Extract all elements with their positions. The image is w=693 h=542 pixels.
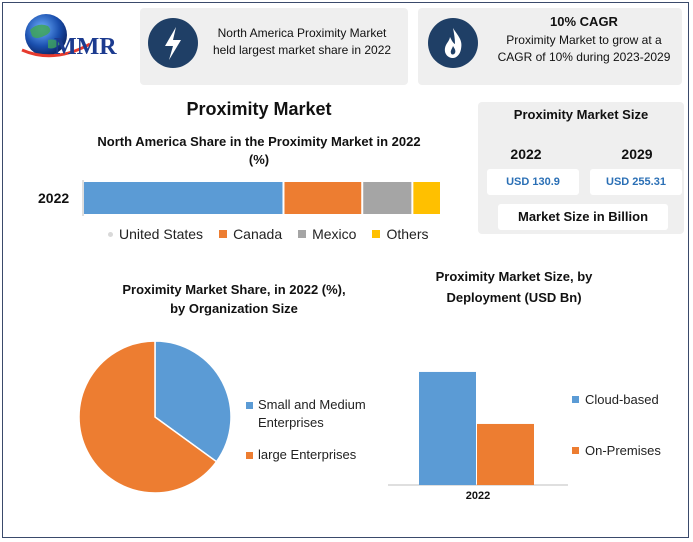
share-legend-swatch-canada [219,230,228,238]
share-chart-title-line2: (%) [248,152,270,167]
lightning-icon [148,18,198,68]
deployment-chart-title: Proximity Market Size, by Deployment (US… [400,266,628,308]
share-legend-swatch-united-states [108,231,113,237]
pie-legend-label-large-enterprises-1: large Enterprises [258,447,357,462]
deployment-bar-chart [388,371,568,486]
pie-slice-small-and-medium-enterprises [154,340,232,463]
pie-legend-swatch-small-and-medium-enterprises [246,402,253,409]
share-chart-legend: United States Canada Mexico Others [108,226,444,242]
deployment-legend: Cloud-based On-Premises [572,392,661,458]
share-bar-others [413,182,440,214]
deployment-legend-label-on-premises: On-Premises [585,443,661,458]
cagr-text: 10% CAGR Proximity Market to grow at a C… [488,13,680,66]
cagr-line1: Proximity Market to grow at a [506,33,662,47]
deployment-legend-item-on-premises: On-Premises [572,443,661,458]
share-stacked-bar-chart [82,180,440,216]
pie-legend-swatch-large-enterprises [246,452,253,459]
share-chart-category-label: 2022 [38,190,70,206]
cagr-line2: CAGR of 10% during 2023-2029 [497,50,671,64]
cagr-title: 10% CAGR [550,14,618,29]
deployment-legend-swatch-cloud-based [572,396,579,403]
market-size-year-2029: 2029 [621,146,653,162]
market-size-unit-box: Market Size in Billion [498,204,668,230]
share-chart-title-line1: North America Share in the Proximity Mar… [97,134,421,149]
pie-slice-large-enterprises [78,340,218,494]
share-bar-canada [284,182,362,214]
market-size-value-2029: USD 255.31 [590,169,682,195]
org-size-chart-title-line1: Proximity Market Share, in 2022 (%), [122,282,346,297]
deployment-legend-item-cloud-based: Cloud-based [572,392,661,407]
deployment-legend-label-cloud-based: Cloud-based [585,392,659,407]
share-legend-label-canada: Canada [233,226,283,242]
market-size-value-2022: USD 130.9 [487,169,579,195]
page-title: Proximity Market [186,99,332,119]
org-size-legend: Small and Medium Enterprises large Enterpr… [246,396,366,464]
market-size-year-2022: 2022 [510,146,542,162]
region-highlight-text: North America Proximity Market held larg… [204,25,400,59]
deployment-chart-title-line2: Deployment (USD Bn) [446,290,582,305]
globe-icon [21,14,91,58]
logo-text: MMR [54,34,117,60]
share-bar-mexico [363,182,412,214]
share-bar-united-states [84,182,283,214]
pie-legend-label-small-and-medium-enterprises-2: Enterprises [258,415,324,430]
market-size-title: Proximity Market Size [513,107,649,122]
org-size-chart-title-line2: by Organization Size [170,301,298,316]
share-legend-label-united-states: United States [119,226,204,242]
deployment-bar-cloud-based [419,371,476,485]
pie-legend-label-small-and-medium-enterprises-1: Small and Medium [258,397,366,412]
share-legend-item-united-states: United States [108,226,203,242]
share-legend-item-others: Others [372,226,428,242]
deployment-bar-on-premises [477,423,534,485]
pie-legend-item-small-and-medium-enterprises: Small and Medium Enterprises [246,396,366,432]
share-legend-swatch-mexico [298,230,307,238]
share-legend-item-mexico: Mexico [298,226,356,242]
share-legend-label-others: Others [386,226,429,242]
deployment-legend-swatch-on-premises [572,447,579,454]
region-highlight-line1: North America Proximity Market [217,26,387,40]
share-legend-item-canada: Canada [219,226,282,242]
flame-icon [428,18,478,68]
org-size-chart-title: Proximity Market Share, in 2022 (%), by … [92,280,376,318]
share-legend-swatch-others [372,230,381,238]
deployment-chart-title-line1: Proximity Market Size, by [435,269,593,284]
share-chart-title: North America Share in the Proximity Mar… [88,133,430,169]
pie-legend-item-large-enterprises: large Enterprises [246,446,366,464]
deployment-chart-category-label: 2022 [465,490,491,502]
org-size-pie-chart [78,340,232,494]
region-highlight-line2: held largest market share in 2022 [212,43,392,57]
mmr-logo: MMR [14,10,142,68]
share-legend-label-mexico: Mexico [312,226,357,242]
